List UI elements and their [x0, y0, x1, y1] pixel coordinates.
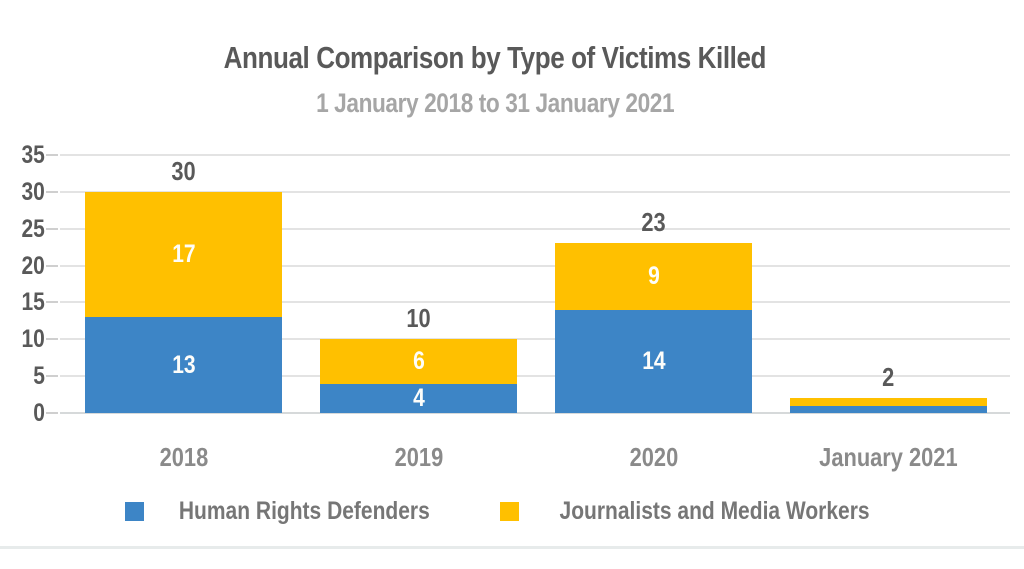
legend-item: Journalists and Media Workers — [499, 497, 899, 526]
y-tick-label-text: 25 — [21, 214, 45, 243]
bar-segment: 4 — [320, 383, 517, 413]
y-tick-label: 25 — [0, 216, 45, 242]
y-tick-label-text: 0 — [33, 399, 45, 427]
y-tick-mark-5 — [46, 375, 58, 378]
y-tick-label: 10 — [0, 326, 45, 352]
bar-segment-value: 9 — [647, 262, 660, 291]
y-tick-label-text: 15 — [21, 288, 45, 317]
x-category-label-text: January 2021 — [819, 442, 958, 472]
y-tick-label: 35 — [0, 142, 45, 168]
chart-subtitle-row: 1 January 2018 to 31 January 2021 — [0, 88, 990, 119]
bar-segment: 14 — [555, 309, 752, 413]
legend: Human Rights Defenders Journalists and Me… — [0, 497, 1024, 526]
chart-title-row: Annual Comparison by Type of Victims Kil… — [0, 40, 990, 76]
legend-label: Human Rights Defenders — [179, 497, 430, 525]
bar-segment-value: 17 — [171, 240, 196, 269]
x-axis: 2018 2019 2020 January 2021 — [60, 442, 1010, 474]
gridline-15 — [60, 301, 1010, 304]
chart-title: Annual Comparison by Type of Victims Kil… — [223, 40, 767, 75]
y-tick-mark-30 — [46, 190, 58, 193]
gridline-30 — [60, 190, 1010, 193]
bar-total-value: 30 — [171, 155, 196, 186]
bar-total-value: 23 — [641, 207, 666, 238]
bar-segment: 6 — [320, 339, 517, 384]
legend-swatch-icon — [125, 502, 145, 521]
bar-segment: 13 — [85, 317, 282, 413]
y-tick-label: 15 — [0, 289, 45, 315]
bar-total-label: 2 — [790, 363, 987, 391]
bar-total-label: 23 — [555, 208, 752, 236]
gridline-20 — [60, 264, 1010, 267]
y-tick-label-text: 10 — [21, 325, 45, 354]
bar-segment-value: 4 — [412, 383, 425, 412]
y-axis: 0 5 10 15 20 25 30 35 — [0, 142, 58, 426]
x-category-label: January 2021 — [790, 442, 987, 472]
y-tick-mark-0 — [46, 412, 58, 414]
x-category-label: 2020 — [555, 442, 752, 472]
y-tick-label-text: 35 — [21, 141, 45, 169]
x-category-label: 2019 — [320, 442, 517, 472]
x-category-label-text: 2020 — [629, 442, 678, 472]
x-category-label: 2018 — [85, 442, 282, 472]
y-tick-label-text: 30 — [21, 177, 45, 206]
bar-segment — [790, 405, 987, 413]
bar-total-value: 10 — [406, 303, 431, 334]
bar-segment-value: 6 — [412, 346, 425, 375]
y-tick-label-text: 5 — [33, 362, 45, 391]
bottom-divider — [0, 546, 1024, 549]
gridline-5 — [60, 375, 1010, 378]
legend-item: Human Rights Defenders — [125, 497, 454, 526]
x-category-label-text: 2019 — [394, 442, 443, 472]
x-category-label-text: 2018 — [159, 442, 208, 472]
y-tick-mark-35 — [46, 154, 58, 156]
y-tick-mark-20 — [46, 264, 58, 267]
bar-segment: 9 — [555, 243, 752, 310]
y-tick-label: 5 — [0, 363, 45, 389]
y-tick-label: 0 — [0, 400, 45, 426]
y-tick-label-text: 20 — [21, 251, 45, 280]
bar-total-label: 10 — [320, 304, 517, 332]
gridline-10 — [60, 338, 1010, 341]
legend-label: Journalists and Media Workers — [559, 497, 870, 525]
y-tick-mark-25 — [46, 227, 58, 230]
bar-segment-value: 14 — [641, 346, 666, 375]
y-tick-mark-10 — [46, 338, 58, 341]
y-tick-label: 30 — [0, 179, 45, 205]
chart-subtitle: 1 January 2018 to 31 January 2021 — [315, 88, 675, 118]
bar-total-value: 2 — [882, 362, 895, 393]
x-axis-line — [60, 412, 1010, 414]
y-tick-mark-15 — [46, 301, 58, 304]
gridline-35 — [60, 154, 1010, 156]
y-tick-label: 20 — [0, 253, 45, 279]
gridline-25 — [60, 227, 1010, 230]
bar-segment-value: 13 — [171, 350, 196, 379]
legend-swatch-icon — [499, 502, 519, 521]
bar-total-label: 30 — [85, 157, 282, 185]
bar-segment: 17 — [85, 191, 282, 318]
bar-segment — [790, 398, 987, 406]
plot-area: 13 17 30 4 6 10 14 9 23 2 — [60, 154, 1010, 414]
